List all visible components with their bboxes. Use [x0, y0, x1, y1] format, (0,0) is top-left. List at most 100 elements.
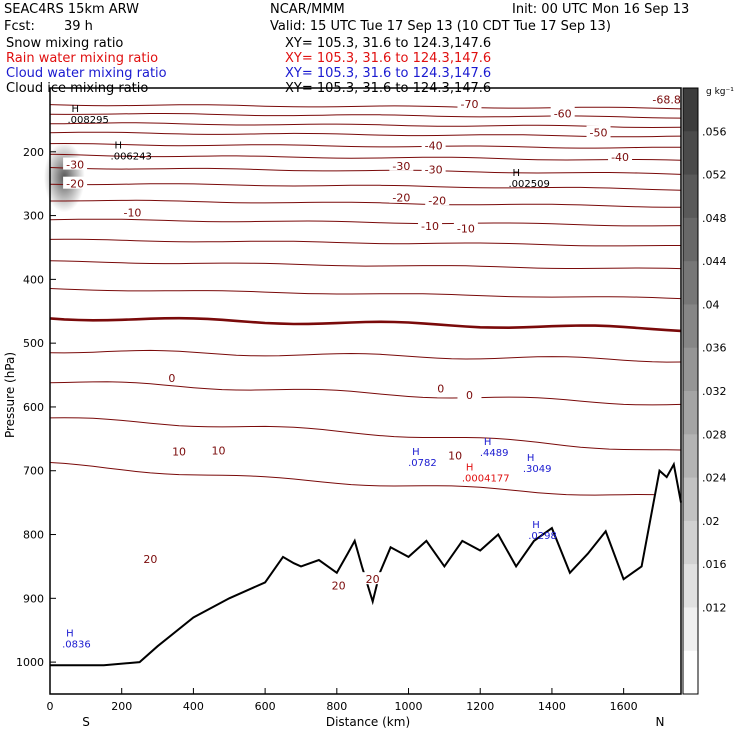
contour-label: 0: [466, 389, 473, 402]
contour-label: -30: [425, 164, 443, 177]
contour-label: -30: [66, 159, 84, 172]
maximum-h-marker: H: [527, 453, 535, 464]
x-tick-label: 600: [255, 700, 276, 713]
contour-label-bg: [63, 157, 88, 170]
maximum-h-marker: H: [466, 463, 474, 474]
y-tick-label: 300: [23, 210, 44, 223]
colorbar-swatch: [683, 347, 698, 392]
temperature-contour-m45: [49, 142, 681, 149]
temperature-contour-m60: [49, 113, 682, 119]
temperature-contour-0: [49, 316, 682, 333]
contour-label-bg: [443, 448, 468, 461]
contour-label: -20: [66, 178, 84, 191]
contour-label: -10: [457, 222, 475, 235]
contour-label-bg: [421, 138, 446, 151]
field-name-cloudwater: Cloud water mixing ratio: [6, 66, 167, 81]
contour-label-bg: [418, 218, 443, 231]
contour-label: -70: [460, 98, 478, 111]
contour-label-bg: [608, 149, 633, 162]
contour-label: 20: [143, 553, 157, 566]
colorbar-tick-label: .024: [702, 472, 727, 485]
valid-time: Valid: 15 UTC Tue 17 Sep 13 (10 CDT Tue …: [270, 19, 611, 34]
temperature-contour-m50: [49, 131, 682, 138]
maximum-value: .0782: [408, 458, 437, 469]
contour-label-bg: [206, 443, 231, 456]
maximum-h-marker: H: [532, 520, 540, 531]
colorbar-tick-label: .028: [702, 428, 727, 441]
contour-label: -10: [421, 220, 439, 233]
contour-label: -68.8: [652, 93, 680, 106]
field-xy-cloudwater: XY= 105.3, 31.6 to 124.3,147.6: [285, 66, 492, 81]
maximum-h-marker: H: [72, 104, 80, 115]
contour-label: -20: [428, 194, 446, 207]
model-title: SEAC4RS 15km ARW: [4, 2, 140, 17]
field-xy-snow: XY= 105.3, 31.6 to 124.3,147.6: [285, 36, 492, 51]
x-tick-label: 1200: [466, 700, 494, 713]
colorbar-swatch: [683, 217, 698, 262]
contour-label-bg: [389, 158, 414, 171]
maximum-value: .0836: [62, 640, 91, 651]
temperature-contour-20: [49, 462, 682, 497]
colorbar-swatch: [683, 564, 698, 608]
contour-label-bg: [425, 193, 450, 206]
contour-label: 0: [437, 382, 444, 395]
contour-label: 10: [172, 446, 186, 459]
colorbar-tick-label: .02: [702, 515, 720, 528]
y-tick-label: 700: [23, 465, 44, 478]
colorbar-tick-label: .032: [702, 385, 727, 398]
field-name-rain: Rain water mixing ratio: [6, 51, 159, 66]
colorbar-swatch: [683, 174, 698, 219]
x-axis-label: Distance (km): [326, 715, 410, 729]
colorbar-tick-label: .012: [702, 601, 727, 614]
contour-label-bg: [360, 572, 385, 585]
contour-label: 0: [168, 372, 175, 385]
contour-label: -40: [425, 139, 443, 152]
contour-label: 10: [212, 444, 226, 457]
colorbar-tick-label: .04: [702, 298, 720, 311]
x-tick-label: 400: [183, 700, 204, 713]
field-xy-rain: XY= 105.3, 31.6 to 124.3,147.6: [285, 51, 492, 66]
y-tick-label: 800: [23, 529, 44, 542]
maximum-value: .0004177: [462, 474, 510, 485]
y-tick-label: 1000: [16, 656, 44, 669]
temperature-contour-15: [49, 417, 682, 451]
field-name-snow: Snow mixing ratio: [6, 36, 124, 51]
y-tick-label: 500: [23, 337, 44, 350]
temperature-contour-m25: [50, 199, 681, 208]
init-time: Init: 00 UTC Mon 16 Sep 13: [512, 2, 690, 17]
y-tick-label: 200: [23, 146, 44, 159]
maximum-h-marker: H: [412, 447, 420, 458]
maximum-value: .006243: [111, 152, 152, 163]
temperature-contour-m30: [49, 183, 682, 191]
contour-label: -10: [123, 206, 141, 219]
contour-label-bg: [457, 96, 482, 109]
maximum-h-marker: H: [66, 629, 74, 640]
x-tick-label: 1600: [610, 700, 638, 713]
colorbar-unit: g kg⁻¹: [706, 87, 734, 97]
contour-label-bg: [167, 444, 192, 457]
colorbar-tick-label: .052: [702, 169, 727, 182]
y-axis-label: Pressure (hPa): [3, 352, 17, 438]
colorbar-swatch: [683, 607, 698, 652]
temperature-contour-m10: [49, 260, 682, 270]
x-tick-label: 1000: [395, 700, 423, 713]
contour-label: -50: [590, 127, 608, 140]
fcst-value: 39 h: [64, 19, 93, 34]
colorbar-swatch: [683, 650, 698, 695]
maximum-h-marker: H: [484, 437, 492, 448]
endpoint-left: S: [82, 715, 90, 729]
colorbar-swatch: [683, 88, 698, 132]
colorbar-swatch: [683, 391, 698, 435]
fcst-label: Fcst:: [4, 19, 35, 34]
org-title: NCAR/MMM: [270, 2, 345, 17]
maximum-value: .008295: [68, 115, 109, 126]
colorbar-swatch: [683, 477, 698, 522]
temperature-contour-m15: [49, 238, 681, 247]
contour-label-bg: [586, 125, 611, 138]
contour-label-bg: [159, 371, 184, 384]
contour-label: -20: [392, 192, 410, 205]
contour-label-bg: [421, 162, 446, 175]
contour-label-bg: [138, 551, 163, 564]
y-tick-label: 400: [23, 273, 44, 286]
colorbar-tick-label: .044: [702, 255, 727, 268]
